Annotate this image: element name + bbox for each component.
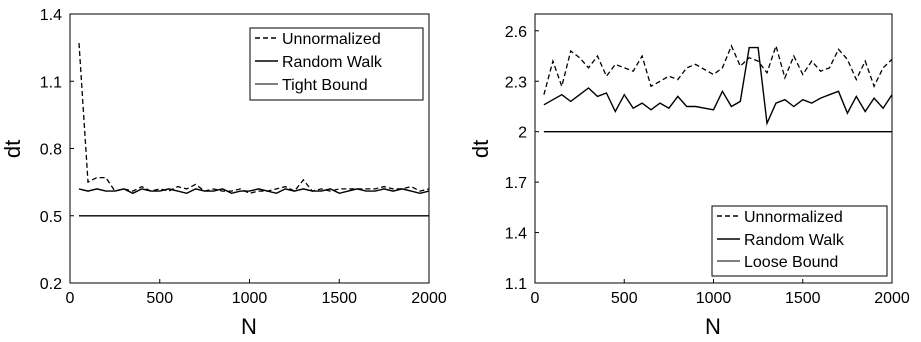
- left-x-tick-label: 0: [66, 290, 75, 307]
- right-y-tick-label: 1.7: [505, 175, 527, 192]
- left-legend-label-unnormalized: Unnormalized: [282, 31, 381, 48]
- right-x-axis-label: N: [705, 314, 721, 339]
- right-legend: Unnormalized Random Walk Loose Bound: [711, 205, 888, 277]
- left-series-line-random-walk: [78, 188, 430, 195]
- right-legend-box: [711, 205, 888, 277]
- right-series-line-random-walk: [543, 46, 893, 126]
- left-x-tick-label: 500: [146, 290, 173, 307]
- right-legend-label-random-walk: Random Walk: [744, 232, 845, 249]
- right-x-tick-label: 0: [531, 290, 540, 307]
- right-x-tick-label: 500: [611, 290, 638, 307]
- left-legend-label-random-walk: Random Walk: [282, 54, 383, 71]
- right-x-tick-label: 2000: [874, 290, 910, 307]
- left-x-tick-label: 1000: [232, 290, 268, 307]
- right-x-tick-label: 1000: [696, 290, 732, 307]
- left-chart-panel: 0 500 1000 1500 2000 0.2 0.5 0.8 1.1 1.4 N dt Unn…: [0, 7, 447, 339]
- right-chart-panel: 0 500 1000 1500 2000 1.1 1.4 1.7 2 2.3 2.6 N dt Un…: [468, 13, 910, 339]
- left-legend: Unnormalized Random Walk Tight Bound: [249, 27, 424, 101]
- left-x-tick-label: 2000: [411, 290, 447, 307]
- right-y-tick-label: 1.4: [505, 226, 527, 243]
- right-y-tick-label: 2.3: [505, 74, 527, 91]
- left-y-tick-label: 1.4: [40, 7, 62, 24]
- right-legend-label-unnormalized: Unnormalized: [744, 209, 843, 226]
- right-y-tick-label: 1.1: [505, 276, 527, 293]
- left-y-tick-label: 0.5: [40, 209, 62, 226]
- right-y-tick-label: 2: [518, 125, 527, 142]
- left-legend-box: [249, 27, 424, 101]
- right-y-axis-label: dt: [468, 140, 493, 158]
- right-x-tick-label: 1500: [785, 290, 821, 307]
- left-series-line-unnormalized: [78, 43, 430, 194]
- left-x-axis-label: N: [241, 314, 257, 339]
- right-series-line-unnormalized: [543, 43, 893, 95]
- right-y-tick-label: 2.6: [505, 24, 527, 41]
- left-y-tick-label: 0.2: [40, 276, 62, 293]
- left-x-tick-label: 1500: [321, 290, 357, 307]
- left-y-tick-label: 0.8: [40, 142, 62, 159]
- left-legend-label-tight-bound: Tight Bound: [282, 77, 368, 94]
- left-y-tick-label: 1.1: [40, 74, 62, 91]
- right-legend-label-loose-bound: Loose Bound: [744, 254, 838, 271]
- left-y-axis-label: dt: [0, 140, 25, 158]
